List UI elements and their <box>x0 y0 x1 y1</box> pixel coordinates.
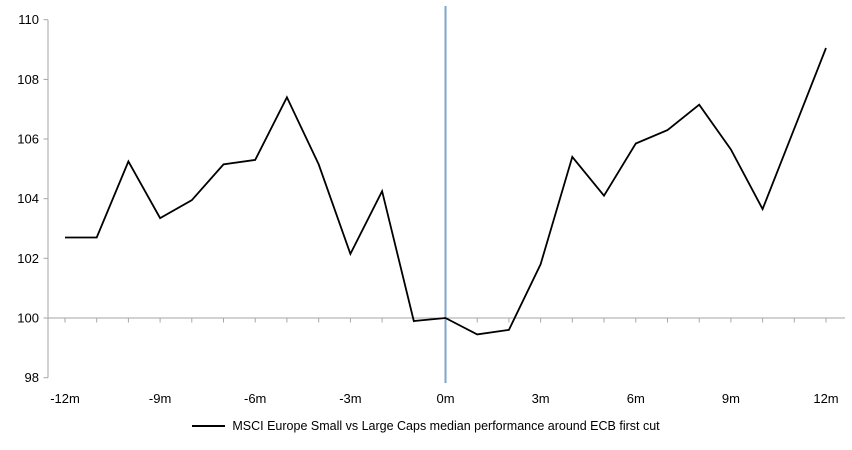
svg-text:108: 108 <box>17 72 39 87</box>
svg-text:-3m: -3m <box>339 391 361 406</box>
legend: MSCI Europe Small vs Large Caps median p… <box>0 416 852 436</box>
svg-text:12m: 12m <box>813 391 838 406</box>
svg-text:-12m: -12m <box>50 391 80 406</box>
svg-text:-9m: -9m <box>149 391 171 406</box>
svg-text:98: 98 <box>25 370 39 385</box>
svg-text:106: 106 <box>17 132 39 147</box>
svg-text:100: 100 <box>17 311 39 326</box>
svg-text:3m: 3m <box>532 391 550 406</box>
svg-text:104: 104 <box>17 191 39 206</box>
svg-text:6m: 6m <box>627 391 645 406</box>
svg-text:110: 110 <box>18 12 39 27</box>
y-axis: 98 100 102 104 106 108 110 <box>17 12 49 385</box>
svg-text:9m: 9m <box>722 391 740 406</box>
legend-line-marker <box>192 425 226 427</box>
svg-text:0m: 0m <box>436 391 454 406</box>
series-line <box>65 47 827 336</box>
svg-text:-6m: -6m <box>244 391 266 406</box>
legend-label: MSCI Europe Small vs Large Caps median p… <box>232 419 660 433</box>
svg-text:102: 102 <box>17 251 39 266</box>
